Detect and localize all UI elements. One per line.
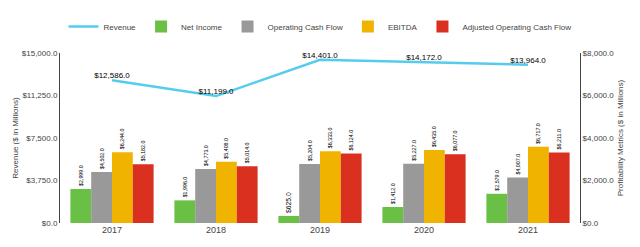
- svg-text:$14,401.0: $14,401.0: [302, 51, 338, 60]
- svg-text:$6,124.0: $6,124.0: [348, 130, 354, 151]
- svg-text:EBITDA: EBITDA: [388, 23, 418, 32]
- svg-text:$5,204.0: $5,204.0: [307, 140, 313, 161]
- svg-text:$6,717.0: $6,717.0: [535, 123, 541, 144]
- svg-text:$2,579.0: $2,579.0: [494, 170, 500, 191]
- svg-text:$4,007.0: $4,007.0: [515, 154, 521, 175]
- svg-text:$7,500.0: $7,500.0: [26, 134, 58, 143]
- svg-text:$5,227.0: $5,227.0: [411, 140, 417, 161]
- svg-text:$6,211.0: $6,211.0: [556, 129, 562, 150]
- svg-text:$11,250.0: $11,250.0: [22, 91, 58, 100]
- svg-text:$6,244.0: $6,244.0: [119, 128, 125, 149]
- svg-text:2018: 2018: [206, 225, 226, 235]
- svg-text:$14,172.0: $14,172.0: [406, 53, 442, 62]
- svg-text:$6,333.0: $6,333.0: [327, 127, 333, 148]
- svg-text:$6,077.0: $6,077.0: [452, 130, 458, 151]
- svg-text:Profitability Metrics ($ in Mi: Profitability Metrics ($ in Millions): [616, 79, 625, 196]
- svg-text:Operating Cash Flow: Operating Cash Flow: [268, 23, 343, 32]
- svg-text:$5,014.0: $5,014.0: [244, 142, 250, 163]
- svg-text:$6,435.0: $6,435.0: [431, 126, 437, 147]
- svg-text:2021: 2021: [518, 225, 538, 235]
- svg-text:$15,000.0: $15,000.0: [22, 49, 58, 58]
- svg-text:2019: 2019: [310, 225, 330, 235]
- svg-text:$0.0: $0.0: [42, 219, 58, 228]
- svg-text:$2,999.0: $2,999.0: [78, 165, 84, 186]
- svg-text:$11,199.0: $11,199.0: [199, 87, 235, 96]
- svg-text:$6,000.0: $6,000.0: [583, 91, 615, 100]
- svg-text:$4,773.0: $4,773.0: [203, 145, 209, 166]
- svg-text:$5,408.0: $5,408.0: [223, 138, 229, 159]
- svg-text:$1,412.0: $1,412.0: [390, 183, 396, 204]
- svg-text:$5,182.0: $5,182.0: [140, 141, 146, 162]
- svg-text:$2,000.0: $2,000.0: [583, 176, 615, 185]
- svg-text:Revenue ($ in Millions): Revenue ($ in Millions): [11, 97, 20, 179]
- svg-text:$625.0: $625.0: [285, 192, 292, 213]
- svg-text:Net Income: Net Income: [181, 23, 222, 32]
- svg-text:$8,000.0: $8,000.0: [583, 49, 615, 58]
- svg-text:$4,000.0: $4,000.0: [583, 134, 615, 143]
- svg-text:$0.0: $0.0: [583, 219, 599, 228]
- svg-text:$3,750.0: $3,750.0: [26, 176, 58, 185]
- svg-text:Revenue: Revenue: [104, 23, 137, 32]
- svg-text:2017: 2017: [102, 225, 122, 235]
- svg-text:$1,996.0: $1,996.0: [182, 177, 188, 198]
- svg-text:Adjusted Operating Cash Flow: Adjusted Operating Cash Flow: [462, 23, 571, 32]
- svg-text:2020: 2020: [414, 225, 434, 235]
- svg-text:$13,964.0: $13,964.0: [510, 56, 546, 65]
- svg-text:$4,502.0: $4,502.0: [99, 148, 105, 169]
- svg-text:$12,586.0: $12,586.0: [94, 71, 130, 80]
